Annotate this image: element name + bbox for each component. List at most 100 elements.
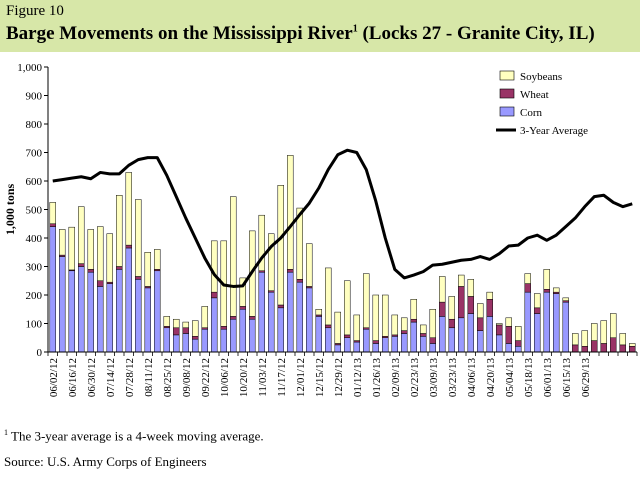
bar-soybeans [78, 206, 85, 264]
bar-soybeans [239, 277, 246, 307]
bar-corn [258, 271, 265, 353]
bar-wheat [182, 327, 189, 334]
bar-soybeans [600, 320, 607, 344]
x-tick-label: 04/20/13 [485, 358, 497, 398]
bar-corn [505, 343, 512, 353]
bar-corn [287, 271, 294, 353]
bar-soybeans [277, 185, 284, 306]
bar-corn [562, 301, 569, 353]
bar-wheat [600, 343, 607, 353]
bar-soybeans [306, 243, 313, 287]
bar-corn [429, 343, 436, 353]
bar-soybeans [363, 273, 370, 329]
legend-label: 3-Year Average [520, 125, 588, 137]
bar-soybeans [496, 323, 503, 326]
y-tick-label: 600 [26, 176, 43, 188]
bar-soybeans [192, 320, 199, 337]
bar-corn [496, 334, 503, 353]
bar-wheat [534, 307, 541, 314]
y-tick-label: 400 [26, 233, 43, 245]
bar-soybeans [429, 309, 436, 338]
bar-wheat [296, 279, 303, 283]
bar-wheat [486, 299, 493, 317]
bar-soybeans [391, 314, 398, 336]
bar-soybeans [116, 195, 123, 267]
y-tick-label: 200 [26, 290, 43, 302]
bar-corn [173, 334, 180, 353]
bar-soybeans [125, 172, 132, 246]
bar-soybeans [230, 196, 237, 317]
y-tick-label: 100 [26, 319, 43, 331]
bar-corn [277, 307, 284, 353]
bar-corn [363, 328, 370, 353]
y-tick-label: 500 [26, 205, 43, 217]
bar-soybeans [505, 317, 512, 327]
x-tick-label: 02/09/13 [390, 358, 402, 398]
bar-soybeans [401, 317, 408, 331]
bar-corn [467, 313, 474, 353]
x-tick-label: 07/28/12 [124, 358, 136, 397]
x-tick-label: 01/26/13 [371, 358, 383, 398]
bar-soybeans [135, 199, 142, 277]
bar-soybeans [287, 155, 294, 270]
bar-soybeans [258, 214, 265, 272]
x-tick-label: 03/09/13 [428, 358, 440, 398]
bar-soybeans [315, 309, 322, 316]
x-tick-label: 06/15/13 [561, 358, 573, 398]
bar-soybeans [515, 326, 522, 341]
x-tick-label: 11/03/12 [257, 358, 269, 397]
bar-soybeans [372, 294, 379, 341]
bar-wheat [372, 340, 379, 344]
bar-soybeans [458, 274, 465, 287]
bar-corn [372, 343, 379, 353]
bar-corn [239, 309, 246, 353]
x-tick-label: 06/29/13 [580, 358, 592, 398]
bar-soybeans [619, 333, 626, 346]
y-tick-label: 900 [26, 91, 43, 103]
bar-corn [59, 256, 66, 353]
series-line-3-year-average [52, 148, 633, 288]
title-text: Barge Movements on the Mississippi River [6, 23, 353, 44]
bar-wheat [49, 223, 56, 227]
bar-soybeans [59, 229, 66, 256]
bar-wheat [135, 276, 142, 280]
bar-corn [448, 327, 455, 353]
legend-swatch-soybeans [499, 70, 515, 81]
bar-corn [135, 279, 142, 353]
bar-wheat [325, 324, 332, 329]
bar-corn [192, 338, 199, 353]
x-tick-label: 10/20/12 [238, 358, 250, 397]
bar-soybeans [49, 202, 56, 225]
figure-title: Barge Movements on the Mississippi River… [6, 23, 595, 45]
legend-label: Wheat [520, 89, 549, 101]
bar-soybeans [420, 324, 427, 334]
bar-wheat [619, 344, 626, 353]
bars-layer [49, 155, 636, 353]
bar-corn [163, 327, 170, 353]
bar-soybeans [144, 252, 151, 287]
bar-corn [125, 247, 132, 353]
y-axis-label: 1,000 tons [3, 184, 17, 236]
x-tick-label: 04/06/13 [466, 358, 478, 398]
x-tick-label: 05/04/13 [504, 358, 516, 398]
bar-soybeans [268, 233, 275, 291]
bar-wheat [173, 327, 180, 336]
bar-corn [334, 344, 341, 353]
bar-corn [410, 321, 417, 353]
bar-soybeans [182, 321, 189, 329]
x-tick-label: 06/30/12 [86, 358, 98, 397]
bar-corn [144, 287, 151, 353]
bar-corn [268, 291, 275, 353]
bar-soybeans [344, 280, 351, 336]
bar-corn [97, 286, 104, 353]
x-tick-label: 10/06/12 [219, 358, 231, 397]
bar-soybeans [553, 287, 560, 293]
x-tick-label: 12/29/12 [333, 358, 345, 397]
bar-corn [49, 226, 56, 353]
bar-wheat [239, 306, 246, 310]
bar-corn [306, 287, 313, 353]
bar-wheat [581, 346, 588, 353]
y-tick-label: 300 [26, 262, 43, 274]
x-tick-label: 06/01/13 [542, 358, 554, 398]
x-tick-label: 03/23/13 [447, 358, 459, 398]
